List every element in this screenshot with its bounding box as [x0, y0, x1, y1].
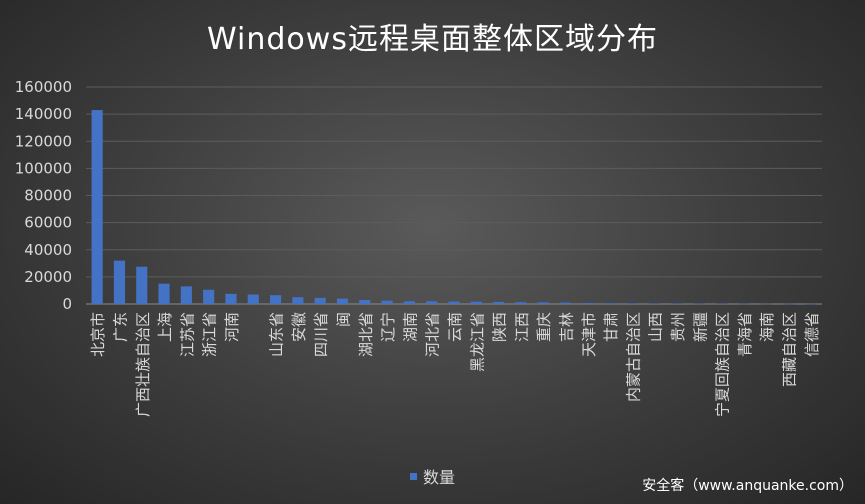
bar: [626, 303, 638, 304]
x-tick-label: 山西: [647, 312, 665, 342]
bar: [292, 297, 304, 304]
bar: [314, 297, 326, 304]
x-tick-label: 四川省: [312, 312, 330, 357]
bar: [336, 298, 349, 304]
y-tick-label: 100000: [15, 159, 72, 177]
bar: [582, 303, 594, 304]
x-tick-label: 辽宁: [379, 312, 397, 342]
y-tick-label: 120000: [15, 132, 72, 150]
bar: [782, 303, 795, 305]
x-tick-label: 青海省: [736, 312, 754, 357]
y-tick-label: 140000: [15, 105, 72, 123]
x-tick-label: 海南: [758, 312, 776, 342]
bar: [203, 289, 215, 304]
x-tick-label: 浙江省: [201, 312, 219, 357]
x-tick-label: 上海: [156, 312, 174, 342]
bar: [270, 295, 282, 304]
x-tick-label: 北京市: [89, 312, 107, 357]
bar: [225, 293, 237, 304]
bar: [381, 300, 393, 304]
legend-swatch: [410, 472, 417, 480]
x-tick-label: 新疆: [691, 312, 709, 342]
x-tick-label: 重庆: [535, 312, 553, 342]
legend-label: 数量: [423, 468, 456, 487]
x-tick-label: 河北省: [424, 312, 442, 357]
bar: [493, 301, 505, 304]
x-tick-label: 黑龙江省: [468, 312, 486, 372]
bar: [448, 301, 460, 304]
x-tick-label: 贵州: [669, 312, 687, 342]
x-tick-label: 信德省: [803, 312, 821, 357]
bar: [91, 110, 103, 305]
bar: [671, 303, 683, 304]
x-tick-label: 河南: [223, 312, 241, 342]
x-tick-label: 闽: [334, 312, 352, 327]
x-tick-label: 山东省: [268, 312, 286, 357]
bar: [559, 302, 572, 304]
bar: [113, 260, 126, 304]
x-tick-label: 陕西: [491, 312, 509, 342]
x-tick-label: 云南: [446, 312, 464, 342]
x-tick-label: 宁夏回族自治区: [714, 312, 732, 417]
bar: [693, 303, 705, 305]
x-tick-label: 湖北省: [357, 312, 375, 357]
y-tick-label: 20000: [24, 268, 72, 286]
x-tick-label: 天津市: [580, 312, 598, 357]
bar: [537, 302, 549, 304]
bar: [649, 303, 661, 304]
bar: [760, 303, 772, 305]
bar: [805, 303, 817, 305]
bar: [247, 294, 259, 304]
bar: [158, 283, 170, 304]
y-tick-label: 40000: [24, 241, 72, 259]
x-tick-label: 广东: [111, 312, 129, 342]
y-tick-label: 160000: [15, 78, 72, 96]
bar: [738, 303, 750, 305]
bar: [180, 286, 192, 304]
x-tick-label: 甘肃: [602, 312, 620, 342]
bar: [515, 302, 527, 304]
x-tick-label: 江苏省: [178, 312, 196, 357]
x-tick-label: 江西: [513, 312, 531, 342]
x-tick-label: 吉林: [558, 312, 576, 342]
x-tick-label: 安徽: [290, 312, 308, 342]
bar: [136, 266, 148, 304]
bar: [359, 299, 371, 304]
bar: [604, 303, 616, 304]
bar: [426, 301, 438, 304]
bar: [403, 301, 415, 304]
y-tick-label: 0: [62, 295, 72, 313]
y-tick-label: 60000: [24, 214, 72, 232]
chart-title: Windows远程桌面整体区域分布: [207, 22, 658, 57]
x-tick-label: 湖南: [401, 312, 419, 342]
bar: [716, 303, 728, 305]
bar: [470, 301, 482, 304]
y-tick-label: 80000: [24, 187, 72, 205]
watermark: 安全客（www.anquanke.com）: [642, 478, 853, 494]
legend: 数量: [410, 464, 455, 488]
x-tick-label: 广西壮族自治区: [134, 312, 152, 417]
x-tick-label: 内蒙古自治区: [624, 312, 642, 402]
x-tick-label: 西藏自治区: [781, 312, 799, 387]
